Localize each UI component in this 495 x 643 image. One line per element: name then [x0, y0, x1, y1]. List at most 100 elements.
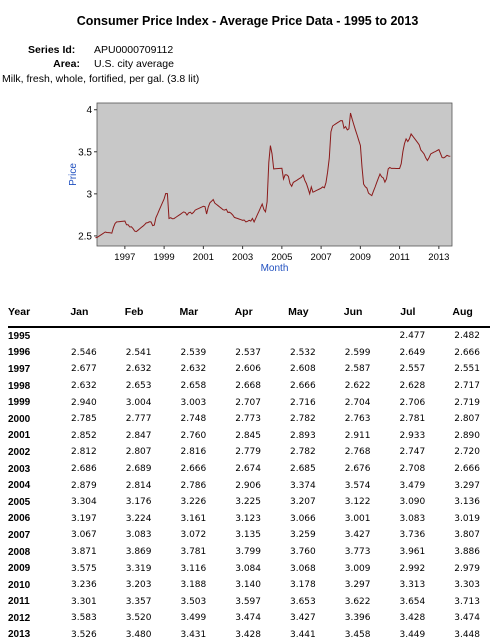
price-cell: 2.532 [289, 347, 316, 358]
price-cell: 2.777 [125, 414, 152, 425]
table-row: 2003 2.686 2.689 2.666 2.674 2.685 2.676 2.708 2… [8, 461, 490, 478]
price-cell: 3.396 [344, 613, 371, 624]
price-cell: 3.001 [344, 513, 371, 524]
price-cell: 3.236 [70, 580, 97, 591]
table-row: 1997 2.677 2.632 2.632 2.606 2.608 2.587 2.557 2… [8, 361, 490, 378]
table-header-row: Year Jan Feb Mar Apr May Jun Jul Aug [8, 306, 490, 327]
column-header-jul: Jul [400, 306, 416, 318]
x-tick-label: 2009 [350, 252, 371, 263]
price-cell: 2.812 [70, 447, 97, 458]
price-cell: 2.666 [180, 464, 207, 475]
price-cell: 3.807 [454, 530, 480, 541]
x-tick-label: 1999 [154, 252, 175, 263]
price-cell: 2.940 [70, 397, 97, 408]
price-cell: 3.760 [289, 547, 316, 558]
price-cell: 2.779 [235, 447, 261, 458]
x-tick-label: 2007 [311, 252, 332, 263]
price-cell: 2.622 [344, 381, 371, 392]
column-header-year: Year [8, 306, 31, 318]
column-header-jan: Jan [70, 306, 89, 318]
price-cell: 2.686 [70, 464, 97, 475]
year-cell: 2013 [8, 629, 31, 641]
y-tick-label: 3 [86, 189, 92, 200]
price-cell: 2.666 [454, 347, 480, 358]
price-cell: 3.431 [180, 629, 207, 640]
year-cell: 1996 [8, 347, 31, 359]
price-cell: 3.072 [180, 530, 207, 541]
price-cell: 3.736 [399, 530, 426, 541]
price-cell: 3.090 [399, 497, 426, 508]
table-row: 2009 3.575 3.319 3.116 3.084 3.068 3.009 2.992 2… [8, 560, 490, 577]
price-cell: 3.869 [125, 547, 152, 558]
price-cell: 3.428 [235, 629, 261, 640]
price-cell: 2.677 [70, 364, 97, 375]
column-header-jun: Jun [343, 306, 363, 318]
y-tick-label: 2.5 [78, 231, 92, 242]
price-cell: 3.009 [344, 563, 371, 574]
table-row: 2010 3.236 3.203 3.188 3.140 3.178 3.297 3.313 3… [8, 577, 490, 594]
price-cell: 2.541 [125, 347, 152, 358]
price-cell: 3.067 [70, 530, 97, 541]
column-header-aug: Aug [452, 306, 473, 318]
price-cell: 3.123 [235, 513, 261, 524]
price-cell: 2.763 [344, 414, 371, 425]
x-tick-label: 2001 [193, 252, 214, 263]
price-cell: 2.719 [454, 397, 480, 408]
price-cell: 2.649 [399, 347, 426, 358]
price-cell: 2.658 [180, 381, 207, 392]
price-cell: 2.911 [344, 430, 371, 441]
price-cell: 3.503 [180, 596, 207, 607]
price-cell: 3.140 [235, 580, 261, 591]
price-cell: 3.116 [180, 563, 207, 574]
price-cell: 3.441 [289, 629, 316, 640]
price-cell: 2.689 [125, 464, 152, 475]
price-cell: 3.004 [125, 397, 152, 408]
price-cell: 2.632 [70, 381, 97, 392]
price-series-line [95, 112, 451, 239]
price-cell: 3.297 [454, 480, 480, 491]
price-cell: 3.197 [70, 513, 97, 524]
table-row: 2000 2.785 2.777 2.748 2.773 2.782 2.763 2.781 2… [8, 411, 490, 428]
price-cell: 2.814 [125, 480, 152, 491]
price-cell: 3.448 [454, 629, 480, 640]
price-cell: 3.068 [289, 563, 316, 574]
price-cell: 3.574 [344, 480, 371, 491]
price-cell: 2.747 [399, 447, 426, 458]
price-cell: 2.551 [454, 364, 480, 375]
price-cell: 3.583 [70, 613, 97, 624]
area-label: Area: [53, 58, 80, 70]
price-cell: 2.852 [70, 430, 97, 441]
price-cell: 2.717 [454, 381, 480, 392]
price-cell: 3.428 [399, 613, 426, 624]
price-cell: 2.477 [399, 331, 426, 342]
price-cell: 3.781 [180, 547, 207, 558]
price-cell: 3.136 [454, 497, 480, 508]
price-cell: 3.083 [125, 530, 152, 541]
price-cell: 3.207 [289, 497, 316, 508]
price-cell: 3.479 [399, 480, 426, 491]
price-cell: 2.760 [180, 430, 207, 441]
price-cell: 2.979 [454, 563, 480, 574]
price-cell: 3.084 [235, 563, 261, 574]
price-cell: 2.847 [125, 430, 152, 441]
year-cell: 1999 [8, 397, 31, 409]
x-tick-label: 2003 [232, 252, 253, 263]
price-cell: 2.666 [289, 381, 316, 392]
price-cell: 2.557 [399, 364, 426, 375]
price-cell: 2.704 [344, 397, 371, 408]
price-cell: 2.539 [180, 347, 207, 358]
price-cell: 2.906 [235, 480, 261, 491]
price-cell: 3.622 [344, 596, 371, 607]
table-row: 2006 3.197 3.224 3.161 3.123 3.066 3.001 3.083 3… [8, 511, 490, 528]
price-cell: 3.526 [70, 629, 97, 640]
table-row: 2008 3.871 3.869 3.781 3.799 3.760 3.773 3.961 3… [8, 544, 490, 561]
price-cell: 3.122 [344, 497, 371, 508]
series-id-label: Series Id: [28, 44, 76, 56]
price-cell: 3.357 [125, 596, 152, 607]
price-cell: 3.203 [125, 580, 152, 591]
price-cell: 2.748 [180, 414, 207, 425]
year-cell: 2001 [8, 430, 31, 442]
price-cell: 3.654 [399, 596, 426, 607]
year-cell: 2008 [8, 546, 31, 558]
price-cell: 3.449 [399, 629, 426, 640]
